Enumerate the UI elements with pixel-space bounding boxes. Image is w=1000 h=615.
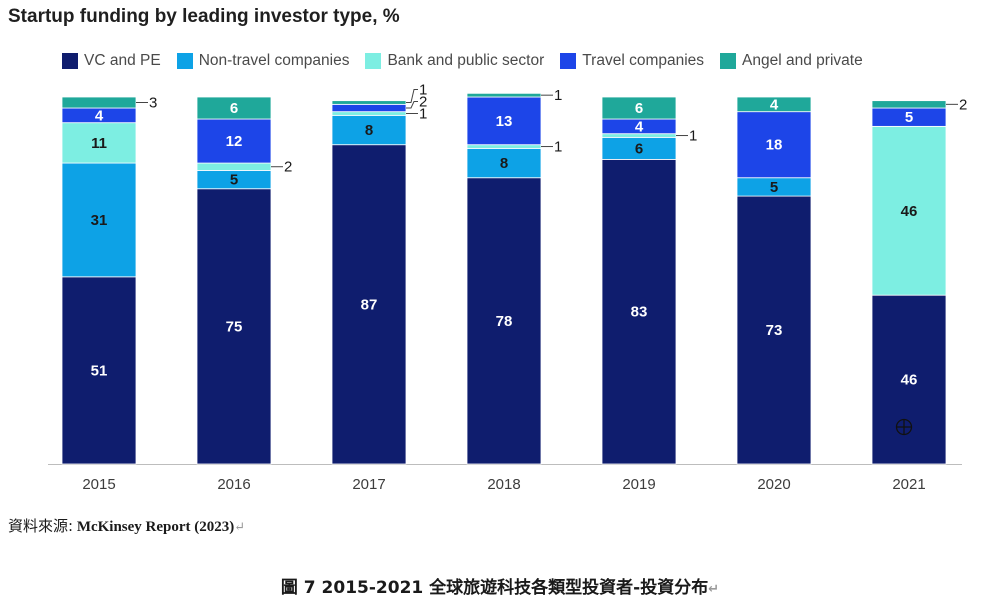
legend-label: VC and PE (84, 52, 161, 69)
data-label: 4 (635, 118, 644, 135)
data-label: 5 (230, 172, 238, 189)
bar-segment (736, 111, 812, 179)
bar-segment (736, 195, 812, 465)
bar-segment (61, 162, 137, 278)
crosshair-circle-icon (895, 418, 913, 436)
source-note: 資料來源: McKinsey Report (2023)↵ (8, 515, 245, 536)
data-label: 75 (226, 318, 243, 335)
bar-segment (601, 96, 677, 120)
data-label: 18 (766, 137, 783, 154)
bar-segment (61, 122, 137, 164)
data-label: 4 (770, 96, 779, 113)
data-label: 2 (284, 159, 292, 176)
data-label: 1 (419, 82, 427, 99)
legend-swatch (62, 53, 78, 69)
data-label: 87 (361, 296, 378, 313)
source-label: 資料來源: (8, 517, 74, 535)
bar-segment (331, 100, 407, 105)
data-label: 51 (91, 362, 108, 379)
legend-swatch (560, 53, 577, 69)
data-label: 83 (631, 304, 648, 321)
data-label: 12 (226, 133, 243, 150)
data-label: 78 (496, 313, 513, 330)
data-label: 2 (419, 94, 427, 111)
x-tick-label: 2018 (487, 476, 520, 493)
data-label: 1 (419, 106, 427, 123)
bar-segment (871, 100, 947, 109)
figure-caption: 圖 7 2015-2021 全球旅遊科技各類型投資者-投資分布↵ (0, 573, 1000, 598)
bar-segment (466, 92, 542, 98)
data-label: 1 (554, 87, 562, 104)
bar-segment (871, 294, 947, 465)
bar-segment (466, 96, 542, 146)
data-label: 6 (635, 100, 643, 117)
chart-title: Startup funding by leading investor type… (8, 6, 400, 27)
bar-segment (601, 158, 677, 465)
data-label: 13 (496, 113, 513, 130)
data-label: 6 (230, 100, 238, 117)
bar-segment (466, 147, 542, 179)
data-label: 8 (365, 122, 373, 139)
bar-segment (871, 125, 947, 296)
data-label: 11 (91, 135, 107, 152)
x-tick-label: 2021 (892, 476, 925, 493)
data-label: 5 (770, 179, 778, 196)
x-tick-label: 2015 (82, 476, 115, 493)
legend-swatch (176, 53, 193, 69)
bar-segment (331, 103, 407, 113)
source-text: McKinsey Report (2023) (76, 519, 235, 535)
data-label: 1 (554, 139, 562, 156)
bar-segment (331, 144, 407, 465)
legend-label: Angel and private (742, 52, 863, 69)
bar-segment (196, 118, 272, 164)
bar-segment (196, 162, 272, 171)
chart-legend: VC and PE Non-travel companies Bank and … (62, 50, 879, 72)
data-label: 46 (901, 372, 918, 389)
data-label: 3 (149, 95, 157, 112)
data-label: 8 (500, 155, 508, 172)
data-label: 4 (95, 107, 104, 124)
data-label: 73 (766, 322, 783, 339)
data-label: 1 (689, 128, 697, 145)
data-label: 31 (91, 212, 108, 229)
data-label: 5 (905, 109, 913, 126)
legend-label: Travel companies (582, 52, 705, 69)
x-tick-label: 2019 (622, 476, 655, 493)
bar-segment (61, 96, 137, 109)
chart-plot: 5131114320157551262201687812120177881311… (48, 82, 967, 493)
bar-segment (196, 96, 272, 120)
legend-item-bank-public: Bank and public sector (365, 52, 544, 70)
caption-text: 圖 7 2015-2021 全球旅遊科技各類型投資者-投資分布 (280, 578, 709, 598)
data-label: 2 (959, 96, 967, 113)
legend-label: Bank and public sector (387, 52, 545, 69)
data-label: 46 (901, 203, 918, 220)
bar-segment (331, 111, 407, 116)
data-label: 6 (635, 140, 643, 157)
bar-segment (61, 276, 137, 465)
leader-line (406, 89, 418, 104)
legend-swatch (365, 53, 382, 69)
bar-segment (466, 177, 542, 465)
legend-item-travel: Travel companies (560, 52, 704, 70)
bar-segment (466, 144, 542, 149)
return-mark: ↵ (234, 519, 246, 534)
bar-segment (736, 96, 812, 113)
legend-label: Non-travel companies (198, 52, 350, 69)
x-tick-label: 2016 (217, 476, 250, 493)
legend-item-angel-private: Angel and private (720, 52, 863, 70)
x-tick-label: 2017 (352, 476, 385, 493)
legend-item-non-travel: Non-travel companies (176, 52, 350, 70)
return-mark: ↵ (708, 582, 720, 597)
leader-line (406, 101, 418, 109)
bar-segment (196, 188, 272, 465)
legend-swatch (720, 53, 737, 69)
legend-item-vc-pe: VC and PE (62, 52, 161, 70)
x-tick-label: 2020 (757, 476, 790, 493)
